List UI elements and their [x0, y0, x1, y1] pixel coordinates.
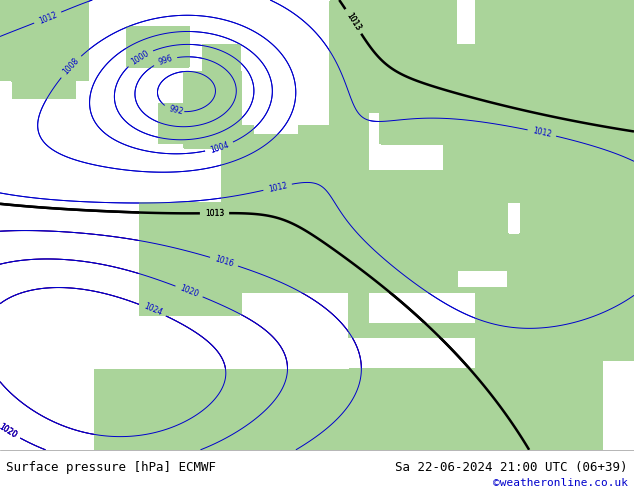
- Text: 1008: 1008: [61, 56, 81, 76]
- Text: 1020: 1020: [0, 422, 18, 440]
- Text: 1016: 1016: [214, 254, 235, 269]
- Text: 1020: 1020: [179, 284, 200, 299]
- Text: 1020: 1020: [0, 422, 18, 440]
- Text: 1013: 1013: [205, 209, 224, 218]
- Text: 1013: 1013: [205, 209, 224, 218]
- Text: 1012: 1012: [268, 181, 288, 194]
- Text: 1004: 1004: [209, 140, 230, 155]
- Text: 996: 996: [157, 54, 174, 67]
- Text: 1012: 1012: [37, 10, 58, 25]
- Text: 1016: 1016: [214, 254, 235, 269]
- Text: 1024: 1024: [142, 302, 163, 318]
- Text: 1024: 1024: [142, 302, 163, 318]
- Text: 1013: 1013: [344, 11, 362, 32]
- Text: 1020: 1020: [179, 284, 200, 299]
- Text: Sa 22-06-2024 21:00 UTC (06+39): Sa 22-06-2024 21:00 UTC (06+39): [395, 461, 628, 474]
- Text: 1008: 1008: [61, 56, 81, 76]
- Text: 1004: 1004: [209, 140, 230, 155]
- Text: 1013: 1013: [344, 11, 362, 32]
- Text: 992: 992: [168, 104, 184, 117]
- Text: 1024: 1024: [142, 302, 163, 318]
- Text: 1012: 1012: [268, 181, 288, 194]
- Text: 992: 992: [168, 104, 184, 117]
- Text: 1012: 1012: [531, 126, 552, 139]
- Text: 1012: 1012: [37, 10, 58, 25]
- Text: 1000: 1000: [129, 49, 151, 67]
- Text: 1000: 1000: [129, 49, 151, 67]
- Text: 1016: 1016: [214, 254, 235, 269]
- Text: 996: 996: [157, 54, 174, 67]
- Text: 1020: 1020: [0, 422, 18, 440]
- Text: Surface pressure [hPa] ECMWF: Surface pressure [hPa] ECMWF: [6, 461, 216, 474]
- Text: ©weatheronline.co.uk: ©weatheronline.co.uk: [493, 478, 628, 488]
- Text: 1020: 1020: [179, 284, 200, 299]
- Text: 1012: 1012: [531, 126, 552, 139]
